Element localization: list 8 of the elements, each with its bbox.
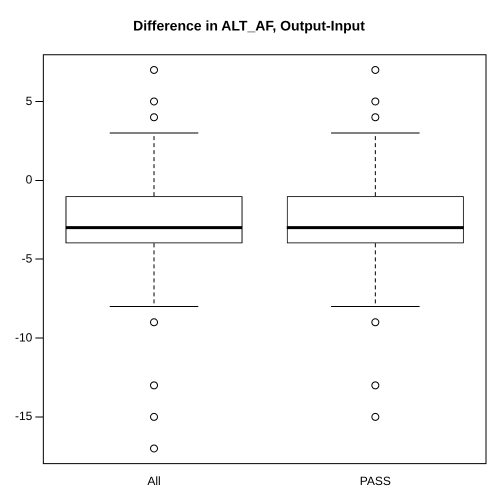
y-tick-label: 5 bbox=[26, 94, 33, 108]
x-tick-label: PASS bbox=[360, 474, 391, 488]
y-tick-label: 0 bbox=[26, 172, 33, 187]
y-tick-label: -5 bbox=[22, 252, 33, 266]
chart-title: Difference in ALT_AF, Output-Input bbox=[133, 17, 366, 34]
y-tick-label: -15 bbox=[15, 409, 33, 424]
x-tick-label: All bbox=[147, 474, 161, 488]
y-tick-label: -10 bbox=[15, 330, 33, 344]
